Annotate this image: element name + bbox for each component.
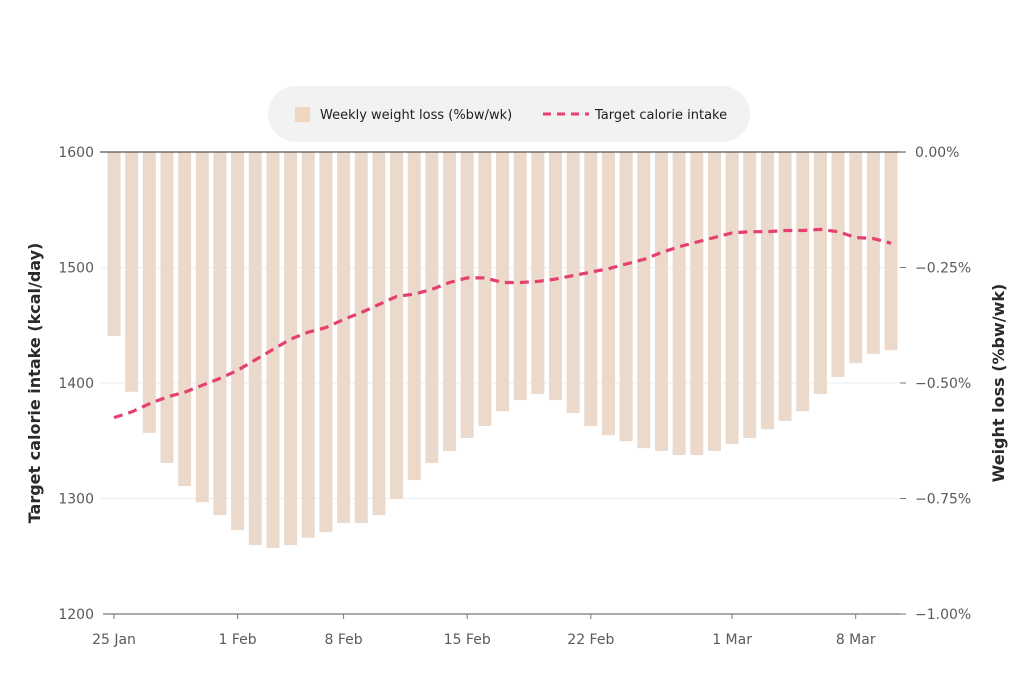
- bar: [337, 152, 351, 523]
- bar: [707, 152, 721, 451]
- bar: [813, 152, 827, 395]
- bar: [531, 152, 545, 395]
- x-tick-label: 25 Jan: [92, 632, 136, 648]
- bar: [301, 152, 315, 538]
- bar: [319, 152, 333, 533]
- legend-swatch-bar: [295, 107, 310, 122]
- left-tick-label: 1300: [58, 492, 94, 508]
- calorie-line: [113, 227, 892, 420]
- x-tick-label: 8 Feb: [325, 632, 363, 648]
- bar: [796, 152, 810, 412]
- bar: [160, 152, 174, 463]
- bar: [725, 152, 739, 444]
- bar: [443, 152, 457, 451]
- bar: [690, 152, 704, 456]
- bar: [407, 152, 421, 481]
- bar: [390, 152, 404, 499]
- right-y-ticks: 0.00% −0.25% −0.50% −0.75% −1.00%: [900, 145, 971, 623]
- bar: [231, 152, 245, 530]
- bar: [601, 152, 615, 436]
- bar: [125, 152, 139, 392]
- bar: [743, 152, 757, 438]
- bar: [496, 152, 510, 412]
- bar: [178, 152, 192, 487]
- bar: [354, 152, 368, 523]
- bar: [619, 152, 633, 442]
- bar: [213, 152, 227, 516]
- x-ticks: 25 Jan 1 Feb 8 Feb 15 Feb 22 Feb 1 Mar 8 Mar: [92, 614, 876, 648]
- bar: [849, 152, 863, 364]
- bar: [425, 152, 439, 463]
- bar: [142, 152, 156, 433]
- bar: [549, 152, 562, 401]
- bar: [107, 152, 121, 336]
- legend-label-weight-loss: Weekly weight loss (%bw/wk): [320, 108, 512, 123]
- bar: [831, 152, 845, 377]
- bar: [778, 152, 792, 421]
- left-tick-label: 1500: [58, 261, 94, 277]
- x-tick-label: 1 Feb: [219, 632, 257, 648]
- right-tick-label: 0.00%: [915, 145, 959, 161]
- bar: [248, 152, 262, 546]
- left-y-ticks: 1200 1300 1400 1500 1600: [58, 145, 94, 623]
- right-tick-label: −1.00%: [915, 607, 971, 623]
- right-tick-label: −0.50%: [915, 376, 971, 392]
- left-axis-title: Target calorie intake (kcal/day): [25, 243, 44, 524]
- bar: [866, 152, 880, 354]
- bar: [760, 152, 774, 430]
- x-tick-label: 22 Feb: [567, 632, 614, 648]
- bar: [884, 152, 898, 351]
- bar: [513, 152, 527, 401]
- legend-label-calorie: Target calorie intake: [594, 108, 727, 123]
- bar: [284, 152, 298, 546]
- x-tick-label: 1 Mar: [712, 632, 752, 648]
- bar: [584, 152, 598, 426]
- bar: [566, 152, 580, 414]
- bar-series: [107, 152, 898, 548]
- right-axis-title: Weight loss (%bw/wk): [989, 284, 1008, 483]
- bar: [460, 152, 474, 438]
- bar: [195, 152, 209, 503]
- right-tick-label: −0.25%: [915, 261, 971, 277]
- left-tick-label: 1600: [58, 145, 94, 161]
- legend: Weekly weight loss (%bw/wk) Target calor…: [268, 86, 750, 142]
- bar: [654, 152, 668, 451]
- right-tick-label: −0.75%: [915, 492, 971, 508]
- legend-background: [268, 86, 750, 142]
- x-tick-label: 15 Feb: [444, 632, 491, 648]
- bar: [672, 152, 686, 456]
- bar: [478, 152, 492, 426]
- x-tick-label: 8 Mar: [836, 632, 876, 648]
- bar: [637, 152, 651, 449]
- left-tick-label: 1200: [58, 607, 94, 623]
- left-tick-label: 1400: [58, 376, 94, 392]
- bar: [372, 152, 386, 516]
